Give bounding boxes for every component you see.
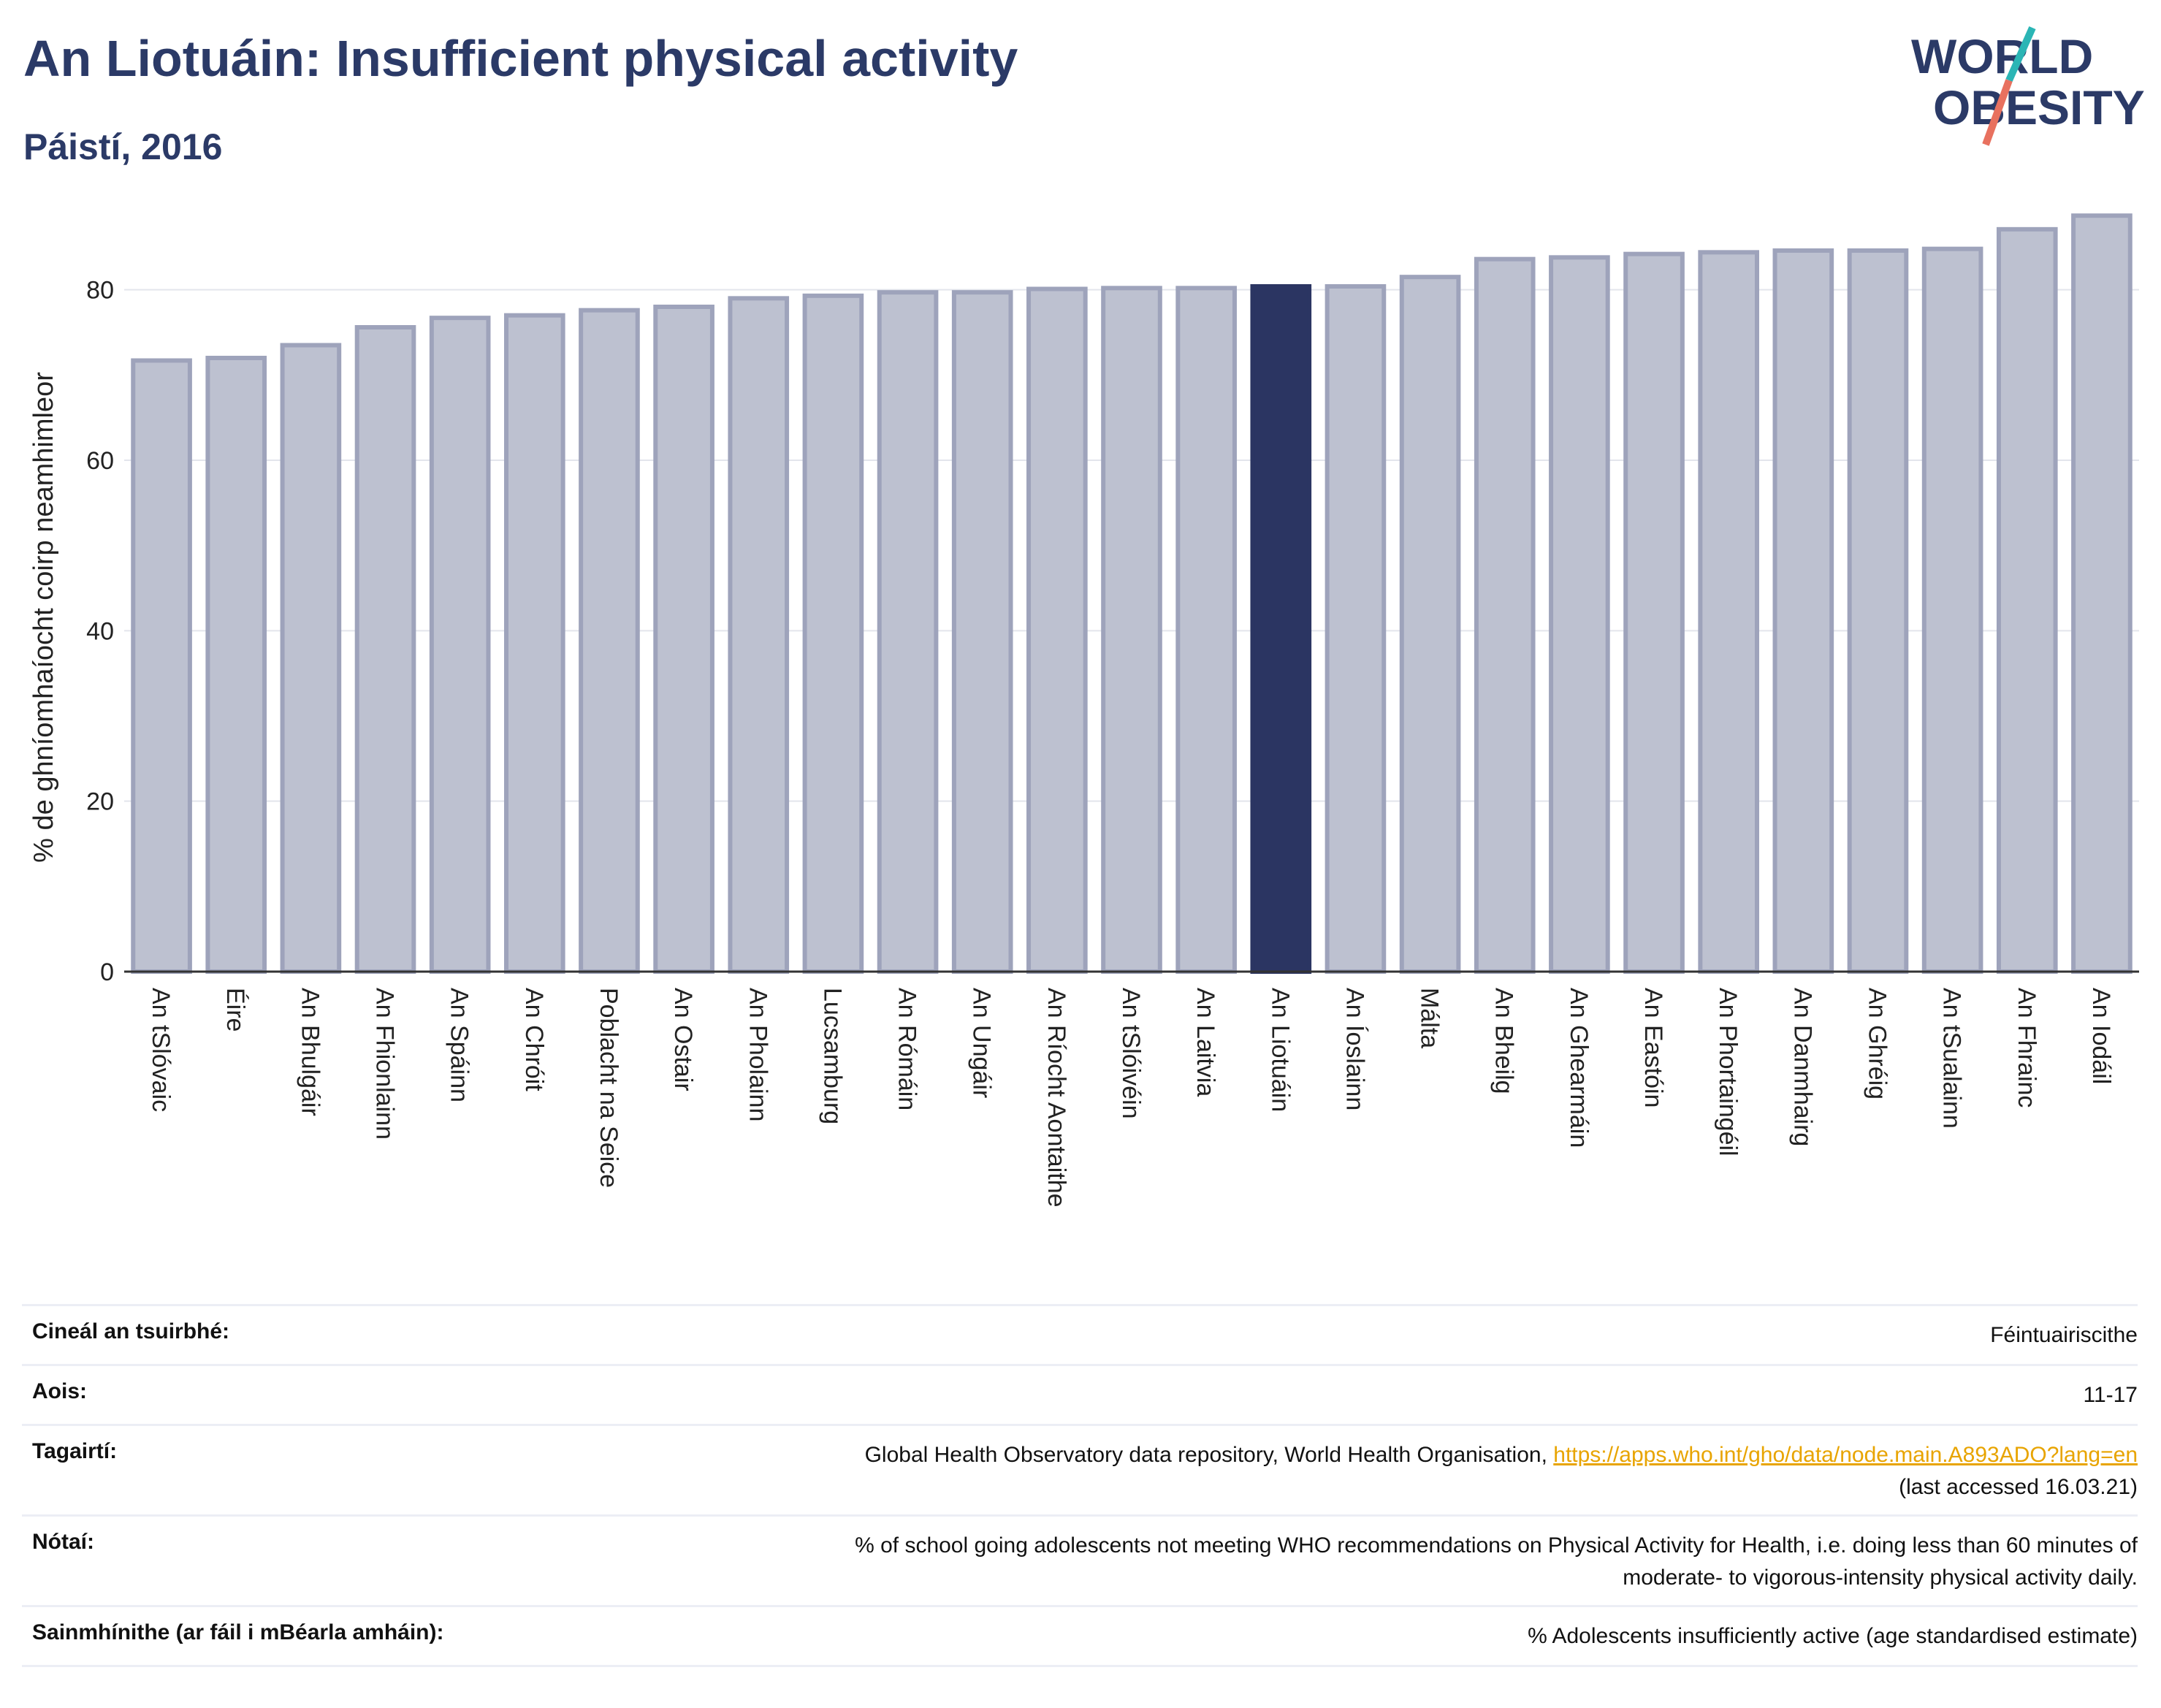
x-tick-label: An Rómáin: [893, 988, 921, 1110]
info-label: Nótaí:: [32, 1530, 94, 1554]
x-tick-labels: An tSlóvaic Éire An Bhulgáir An Fhionlainn A…: [147, 988, 2115, 1208]
bar: [1474, 256, 1536, 974]
bar: [951, 290, 1013, 974]
x-tick-label: An Spáinn: [446, 988, 473, 1102]
bars: [131, 213, 2133, 975]
bar: [1698, 250, 1760, 975]
y-tick-labels: 0 20 40 60 80: [86, 277, 114, 986]
logo-slash-coral: [1982, 79, 2013, 146]
info-value: Global Health Observatory data repositor…: [690, 1425, 2138, 1516]
bar: [429, 316, 491, 974]
info-row: Aois: 11-17: [22, 1365, 2138, 1425]
logo-slash-teal: [2005, 26, 2036, 83]
info-value-text: 11-17: [2083, 1383, 2138, 1407]
x-tick-label: An Chróit: [520, 988, 548, 1091]
info-table: Cineál an tsuirbhé: Féintuairiscithe Aois:…: [22, 1304, 2138, 1667]
reference-link[interactable]: https://apps.who.int/gho/data/node.main.…: [1553, 1443, 2138, 1467]
x-tick-label: An Ghréig: [1863, 988, 1891, 1099]
info-value-text: Global Health Observatory data repositor…: [864, 1443, 1547, 1467]
bar: [728, 296, 790, 975]
x-tick-label: An tSualainn: [1938, 988, 1966, 1129]
logo-line2: OBESITY: [1933, 80, 2145, 134]
x-tick-label: An Fhrainc: [2013, 988, 2040, 1107]
info-value: % Adolescents insufficiently active (age…: [690, 1606, 2138, 1666]
info-value-text: % of school going adolescents not meetin…: [855, 1533, 2138, 1558]
info-row: Sainmhínithe (ar fáil i mBéarla amháin):…: [22, 1606, 2138, 1666]
bar: [1175, 286, 1237, 975]
info-value-text: Féintuairiscithe: [1990, 1323, 2138, 1347]
y-tick-label: 0: [100, 958, 114, 986]
bar: [653, 305, 714, 974]
x-tick-label: An Bhulgáir: [296, 988, 324, 1116]
info-value: % of school going adolescents not meetin…: [690, 1516, 2138, 1606]
x-tick-label: An Pholainn: [744, 988, 771, 1121]
y-tick-label: 60: [86, 447, 114, 475]
bar: [1623, 251, 1685, 974]
info-value-text: % Adolescents insufficiently active (age…: [1528, 1624, 2138, 1648]
info-value: 11-17: [690, 1365, 2138, 1425]
info-value-text-2: moderate- to vigorous-intensity physical…: [1623, 1566, 2138, 1590]
x-tick-label: Éire: [221, 988, 249, 1032]
y-tick-label: 20: [86, 788, 114, 816]
x-tick-label: An Danmhairg: [1788, 988, 1816, 1146]
x-tick-label: An Ungáir: [968, 988, 996, 1098]
bar: [877, 290, 939, 974]
x-tick-label: An Liotuáin: [1266, 988, 1294, 1112]
bar: [1399, 275, 1461, 974]
info-label: Aois:: [32, 1379, 87, 1403]
x-tick-label: An Ríocht Aontaithe: [1043, 988, 1070, 1208]
info-value: Féintuairiscithe: [690, 1305, 2138, 1365]
page-subtitle: Páistí, 2016: [23, 126, 223, 167]
info-label: Tagairtí:: [32, 1439, 118, 1463]
info-row: Tagairtí: Global Health Observatory data …: [22, 1425, 2138, 1516]
page-title: An Liotuáin: Insufficient physical activ…: [23, 30, 1018, 87]
bar: [1772, 248, 1834, 974]
x-tick-label: An Phortaingéil: [1714, 988, 1742, 1156]
bar: [503, 313, 565, 974]
info-value-text-2: (last accessed 16.03.21): [1899, 1475, 2138, 1499]
bar: [1847, 248, 1909, 974]
x-tick-label: An Iodáil: [2087, 988, 2115, 1084]
x-tick-label: Málta: [1416, 988, 1444, 1048]
x-tick-label: An tSlóivéin: [1117, 988, 1145, 1119]
x-tick-label: An Laitvia: [1192, 988, 1219, 1097]
x-tick-label: An Eastóin: [1639, 988, 1667, 1107]
bar: [802, 293, 864, 975]
x-tick-label: An Bheilg: [1490, 988, 1518, 1094]
x-tick-label: Poblacht na Seice: [595, 988, 622, 1188]
info-label: Cineál an tsuirbhé:: [32, 1319, 230, 1343]
bar-chart: 0 20 40 60 80 An tSlóvaic Éire An Bhulgáir An F…: [28, 213, 2139, 1208]
world-obesity-logo: WORLD OBESITY: [1911, 26, 2145, 146]
bar: [131, 358, 192, 974]
bar: [1325, 284, 1387, 974]
x-tick-label: An Ostair: [669, 988, 697, 1091]
y-tick-label: 80: [86, 277, 114, 305]
bar: [2071, 213, 2133, 975]
info-label: Sainmhínithe (ar fáil i mBéarla amháin):: [32, 1620, 444, 1644]
bar: [205, 356, 267, 974]
x-tick-label: Lucsamburg: [818, 988, 846, 1124]
info-row: Cineál an tsuirbhé: Féintuairiscithe: [22, 1305, 2138, 1365]
info-row: Nótaí: % of school going adolescents not …: [22, 1515, 2138, 1606]
bar: [1549, 255, 1610, 975]
bar: [1921, 246, 1983, 974]
x-tick-label: An Fhionlainn: [371, 988, 399, 1140]
bar: [280, 343, 342, 974]
y-axis-label: % de ghníomhaíocht coirp neamhimleor: [28, 372, 59, 863]
x-tick-label: An tSlóvaic: [147, 988, 175, 1112]
bar-highlight: [1250, 284, 1312, 974]
logo-line1: WORLD: [1911, 29, 2093, 83]
bar: [1996, 226, 2058, 975]
bar: [579, 308, 640, 974]
x-tick-label: An Íoslainn: [1341, 988, 1368, 1110]
bar: [1026, 286, 1088, 974]
y-tick-label: 40: [86, 617, 114, 645]
x-tick-label: An Ghearmáin: [1565, 988, 1593, 1148]
bar: [354, 325, 416, 974]
bar: [1101, 286, 1162, 975]
